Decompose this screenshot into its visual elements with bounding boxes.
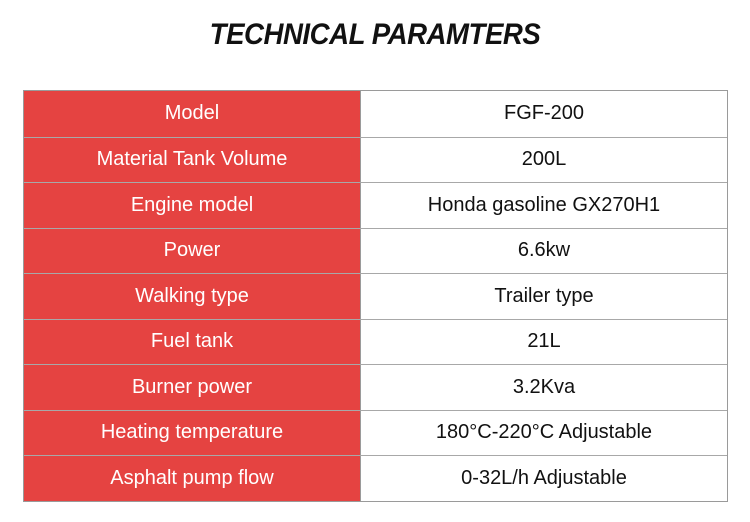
table-row-asphalt-pump-flow: Asphalt pump flow 0-32L/h Adjustable [24,455,727,501]
table-row-heating-temperature: Heating temperature 180°C-220°C Adjustab… [24,409,727,455]
table-row-power: Power 6.6kw [24,227,727,273]
row-label: Fuel tank [24,319,361,364]
table-row-model: Model FGF-200 [24,91,727,137]
row-label: Model [24,91,361,137]
page-title: TECHNICAL PARAMTERS [209,18,541,51]
table-row-walking-type: Walking type Trailer type [24,273,727,319]
row-value: Trailer type [361,274,727,319]
row-label: Walking type [24,274,361,319]
row-value: 0-32L/h Adjustable [361,456,727,501]
table-row-material-tank-volume: Material Tank Volume 200L [24,136,727,182]
row-value: FGF-200 [361,91,727,137]
row-value: 200L [361,137,727,182]
row-label: Heating temperature [24,410,361,455]
row-value: 6.6kw [361,228,727,273]
row-value: 180°C-220°C Adjustable [361,410,727,455]
table-row-burner-power: Burner power 3.2Kva [24,364,727,410]
row-value: 21L [361,319,727,364]
row-label: Engine model [24,183,361,228]
row-label: Burner power [24,365,361,410]
table-row-fuel-tank: Fuel tank 21L [24,318,727,364]
row-value: Honda gasoline GX270H1 [361,183,727,228]
table-row-engine-model: Engine model Honda gasoline GX270H1 [24,182,727,228]
spec-table: Model FGF-200 Material Tank Volume 200L … [23,90,728,502]
row-label: Material Tank Volume [24,137,361,182]
row-label: Asphalt pump flow [24,456,361,501]
row-value: 3.2Kva [361,365,727,410]
row-label: Power [24,228,361,273]
